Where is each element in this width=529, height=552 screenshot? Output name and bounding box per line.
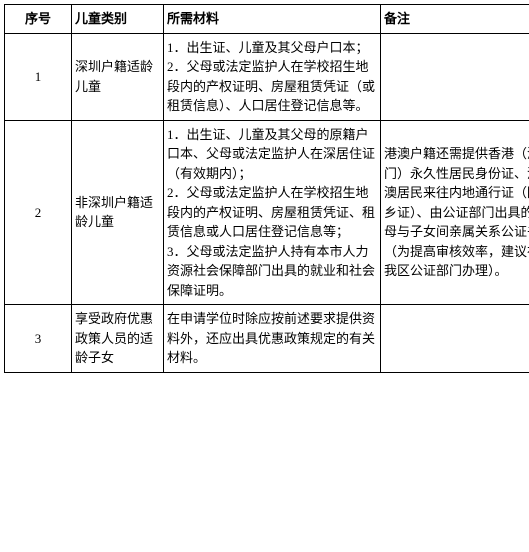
- cell-category: 享受政府优惠政策人员的适龄子女: [72, 305, 164, 373]
- header-category: 儿童类别: [72, 5, 164, 34]
- cell-category: 非深圳户籍适龄儿童: [72, 120, 164, 305]
- cell-index: 2: [5, 120, 72, 305]
- requirements-table: 序号 儿童类别 所需材料 备注 1 深圳户籍适龄儿童 1．出生证、儿童及其父母户…: [4, 4, 529, 373]
- header-index: 序号: [5, 5, 72, 34]
- table-row: 3 享受政府优惠政策人员的适龄子女 在申请学位时除应按前述要求提供资料外，还应出…: [5, 305, 529, 373]
- table-row: 2 非深圳户籍适龄儿童 1．出生证、儿童及其父母的原籍户口本、父母或法定监护人在…: [5, 120, 529, 305]
- cell-materials: 1．出生证、儿童及其父母的原籍户口本、父母或法定监护人在深居住证（有效期内）； …: [164, 120, 381, 305]
- cell-index: 1: [5, 33, 72, 120]
- table-row: 1 深圳户籍适龄儿童 1．出生证、儿童及其父母户口本； 2．父母或法定监护人在学…: [5, 33, 529, 120]
- cell-remarks: [381, 305, 529, 373]
- header-remarks: 备注: [381, 5, 529, 34]
- header-materials: 所需材料: [164, 5, 381, 34]
- cell-materials: 在申请学位时除应按前述要求提供资料外，还应出具优惠政策规定的有关材料。: [164, 305, 381, 373]
- cell-remarks: [381, 33, 529, 120]
- cell-remarks: 港澳户籍还需提供香港（澳门）永久性居民身份证、港澳居民来往内地通行证（回乡证）、…: [381, 120, 529, 305]
- header-row: 序号 儿童类别 所需材料 备注: [5, 5, 529, 34]
- cell-category: 深圳户籍适龄儿童: [72, 33, 164, 120]
- cell-index: 3: [5, 305, 72, 373]
- cell-materials: 1．出生证、儿童及其父母户口本； 2．父母或法定监护人在学校招生地段内的产权证明…: [164, 33, 381, 120]
